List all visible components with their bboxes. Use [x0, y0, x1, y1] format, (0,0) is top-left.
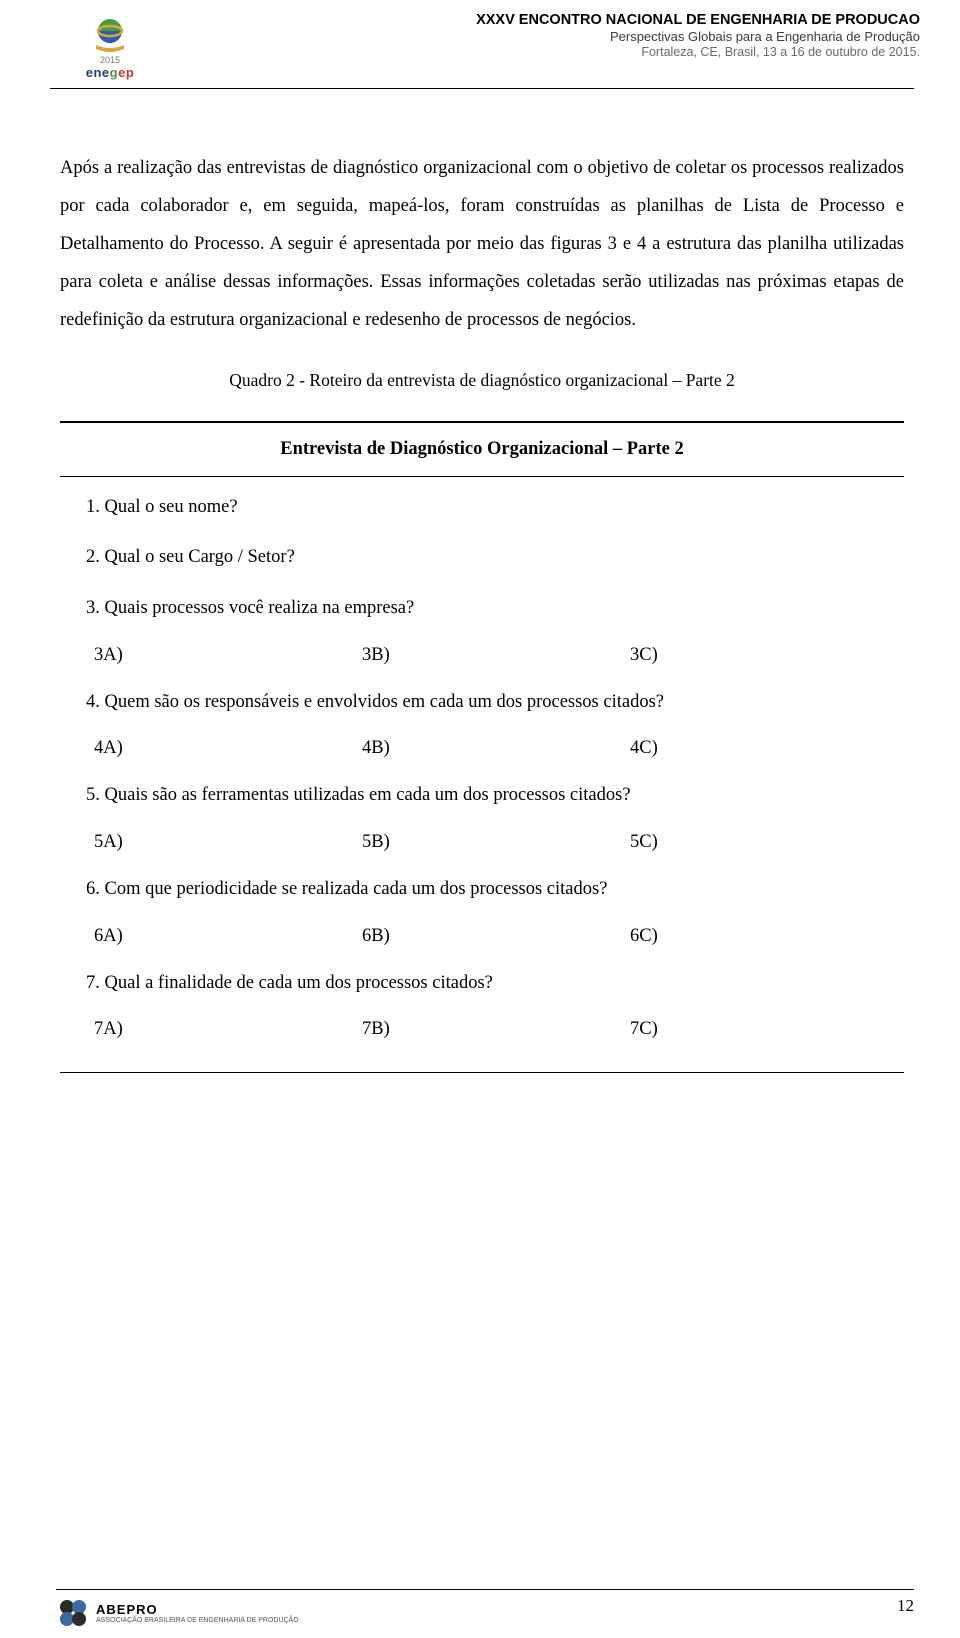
q4c: 4C)	[630, 738, 898, 759]
globe-icon	[90, 15, 130, 55]
abepro-subtitle: ASSOCIAÇÃO BRASILEIRA DE ENGENHARIA DE P…	[96, 1617, 299, 1624]
footer-divider	[56, 1589, 914, 1590]
logo-brand-text: enegep	[86, 65, 135, 80]
header-divider	[50, 88, 914, 89]
question-5: 5. Quais são as ferramentas utilizadas e…	[66, 781, 898, 810]
q6c: 6C)	[630, 926, 898, 947]
q5c: 5C)	[630, 832, 898, 853]
abepro-text: ABEPRO ASSOCIAÇÃO BRASILEIRA DE ENGENHAR…	[96, 1602, 299, 1624]
header-text-block: XXXV ENCONTRO NACIONAL DE ENGENHARIA DE …	[476, 12, 920, 59]
question-2: 2. Qual o seu Cargo / Setor?	[66, 543, 898, 572]
q5b: 5B)	[362, 832, 630, 853]
question-7-sub: 7A) 7B) 7C)	[66, 1019, 898, 1040]
page-header: 2015 enegep XXXV ENCONTRO NACIONAL DE EN…	[0, 12, 960, 82]
footer-inner: ABEPRO ASSOCIAÇÃO BRASILEIRA DE ENGENHAR…	[56, 1596, 914, 1630]
abepro-logo: ABEPRO ASSOCIAÇÃO BRASILEIRA DE ENGENHAR…	[56, 1596, 299, 1630]
question-6: 6. Com que periodicidade se realizada ca…	[66, 875, 898, 904]
q3b: 3B)	[362, 645, 630, 666]
question-3: 3. Quais processos você realiza na empre…	[66, 594, 898, 623]
abepro-glyph-icon	[56, 1596, 90, 1630]
question-4-sub: 4A) 4B) 4C)	[66, 738, 898, 759]
q4a: 4A)	[94, 738, 362, 759]
header-location-date: Fortaleza, CE, Brasil, 13 a 16 de outubr…	[476, 45, 920, 59]
q5a: 5A)	[94, 832, 362, 853]
page-body: Após a realização das entrevistas de dia…	[60, 150, 904, 1073]
question-7: 7. Qual a finalidade de cada um dos proc…	[66, 969, 898, 998]
q7a: 7A)	[94, 1019, 362, 1040]
table-bottom-rule	[60, 1072, 904, 1073]
question-4: 4. Quem são os responsáveis e envolvidos…	[66, 688, 898, 717]
page-number: 12	[897, 1596, 914, 1616]
question-3-sub: 3A) 3B) 3C)	[66, 645, 898, 666]
questions-list: 1. Qual o seu nome? 2. Qual o seu Cargo …	[60, 477, 904, 1073]
header-subtitle: Perspectivas Globais para a Engenharia d…	[476, 29, 920, 44]
table-title: Entrevista de Diagnóstico Organizacional…	[60, 423, 904, 476]
header-title: XXXV ENCONTRO NACIONAL DE ENGENHARIA DE …	[476, 12, 920, 28]
q3a: 3A)	[94, 645, 362, 666]
q7b: 7B)	[362, 1019, 630, 1040]
q6b: 6B)	[362, 926, 630, 947]
table-caption: Quadro 2 - Roteiro da entrevista de diag…	[60, 370, 904, 391]
q6a: 6A)	[94, 926, 362, 947]
enegep-logo: 2015 enegep	[60, 12, 160, 82]
question-5-sub: 5A) 5B) 5C)	[66, 832, 898, 853]
abepro-label: ABEPRO	[96, 1602, 299, 1617]
intro-paragraph: Após a realização das entrevistas de dia…	[60, 150, 904, 340]
page-footer: ABEPRO ASSOCIAÇÃO BRASILEIRA DE ENGENHAR…	[0, 1589, 960, 1630]
question-1: 1. Qual o seu nome?	[66, 493, 898, 522]
q4b: 4B)	[362, 738, 630, 759]
q7c: 7C)	[630, 1019, 898, 1040]
logo-year: 2015	[100, 55, 120, 65]
q3c: 3C)	[630, 645, 898, 666]
question-6-sub: 6A) 6B) 6C)	[66, 926, 898, 947]
